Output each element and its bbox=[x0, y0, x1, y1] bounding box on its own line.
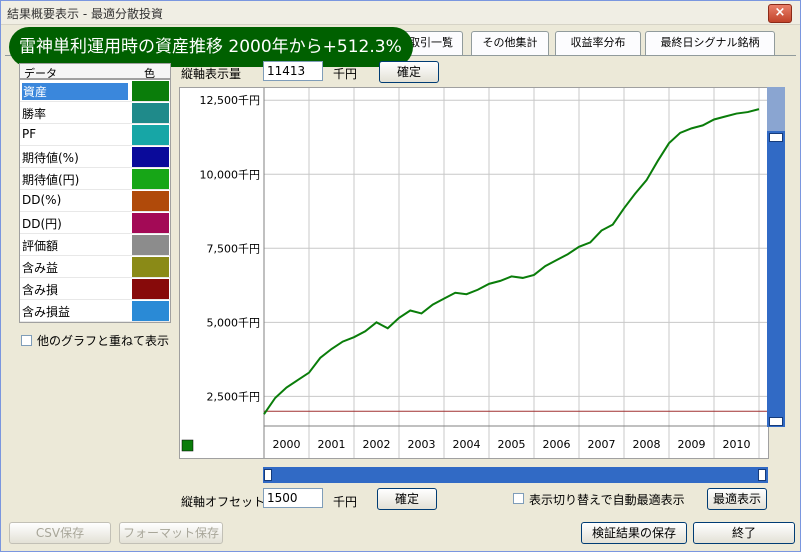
tab-return-distribution[interactable]: 収益率分布 bbox=[555, 31, 641, 55]
series-label: 含み損益 bbox=[22, 305, 71, 319]
offset-confirm-button[interactable]: 確定 bbox=[377, 488, 437, 510]
vertical-amount-label: 縦軸表示量 bbox=[181, 67, 242, 81]
overlay-label: 他のグラフと重ねて表示 bbox=[37, 334, 170, 348]
vertical-scroll-handle-top[interactable] bbox=[769, 133, 783, 142]
series-color-swatch[interactable] bbox=[132, 103, 169, 123]
x-tick-label: 2000 bbox=[273, 438, 301, 451]
x-tick-label: 2007 bbox=[588, 438, 616, 451]
y-tick-label: 2,500千円 bbox=[207, 390, 261, 403]
x-tick-label: 2009 bbox=[678, 438, 706, 451]
x-tick-label: 2008 bbox=[633, 438, 661, 451]
horizontal-scrollbar[interactable] bbox=[263, 467, 768, 483]
series-row[interactable]: 含み損 bbox=[20, 278, 170, 300]
window-title: 結果概要表示 - 最適分散投資 bbox=[7, 7, 163, 21]
vertical-scroll-handle-bottom[interactable] bbox=[769, 417, 783, 426]
series-row[interactable]: 含み益 bbox=[20, 256, 170, 278]
horizontal-scroll-handle-right[interactable] bbox=[758, 469, 766, 481]
asset-series-line bbox=[263, 108, 760, 415]
series-row[interactable]: 勝率 bbox=[20, 102, 170, 124]
exit-button[interactable]: 終了 bbox=[693, 522, 795, 544]
vertical-amount-input[interactable]: 11413 bbox=[263, 61, 323, 81]
series-label: 資産 bbox=[22, 83, 128, 100]
series-label: PF bbox=[22, 127, 37, 141]
offset-label: 縦軸オフセット bbox=[181, 495, 266, 509]
overlay-checkbox[interactable] bbox=[21, 335, 32, 346]
headline-banner: 雷神単利運用時の資産推移 2000年から+512.3% bbox=[9, 27, 413, 67]
asset-chart: 12,500千円 10,000千円 7,500千円 5,000千円 2,500千円 200… bbox=[179, 87, 769, 459]
series-color-swatch[interactable] bbox=[132, 169, 169, 189]
y-tick-label: 5,000千円 bbox=[207, 316, 261, 329]
chart-svg: 12,500千円 10,000千円 7,500千円 5,000千円 2,500千円 200… bbox=[181, 88, 768, 458]
vertical-amount-unit: 千円 bbox=[333, 67, 358, 81]
series-label: 含み損 bbox=[22, 283, 59, 297]
offset-input[interactable]: 1500 bbox=[263, 488, 323, 508]
series-list[interactable]: 資産勝率 PF 期待値(%) 期待値(円) DD(%) DD(円) 評価額含み益含み損含み損… bbox=[19, 79, 171, 323]
tab-other-summary[interactable]: その他集計 bbox=[471, 31, 549, 55]
x-tick-label: 2004 bbox=[453, 438, 481, 451]
series-row[interactable]: DD(%) bbox=[20, 190, 170, 212]
tab-last-day-signals[interactable]: 最終日シグナル銘柄 bbox=[645, 31, 775, 55]
series-color-swatch[interactable] bbox=[132, 147, 169, 167]
series-label: 勝率 bbox=[22, 107, 47, 121]
close-button[interactable]: × bbox=[768, 4, 792, 23]
vertical-amount-confirm-button[interactable]: 確定 bbox=[379, 61, 439, 83]
csv-save-button[interactable]: CSV保存 bbox=[9, 522, 111, 544]
autofit-button[interactable]: 最適表示 bbox=[707, 488, 767, 510]
series-row[interactable]: 含み損益 bbox=[20, 300, 170, 322]
series-color-swatch[interactable] bbox=[132, 81, 169, 101]
series-color-swatch[interactable] bbox=[132, 257, 169, 277]
series-color-swatch[interactable] bbox=[132, 301, 169, 321]
series-row[interactable]: 期待値(%) bbox=[20, 146, 170, 168]
autofit-label: 表示切り替えで自動最適表示 bbox=[529, 493, 685, 507]
column-header-data: データ bbox=[24, 67, 57, 80]
series-label: 期待値(円) bbox=[22, 173, 80, 187]
autofit-checkbox[interactable] bbox=[513, 493, 524, 504]
vertical-scrollbar[interactable] bbox=[767, 87, 785, 427]
y-tick-label: 7,500千円 bbox=[207, 242, 261, 255]
series-row[interactable]: DD(円) bbox=[20, 212, 170, 234]
y-tick-label: 12,500千円 bbox=[200, 94, 261, 107]
series-label: 期待値(%) bbox=[22, 151, 79, 165]
series-color-swatch[interactable] bbox=[132, 213, 169, 233]
column-header-color: 色 bbox=[144, 67, 155, 80]
series-row[interactable]: 評価額 bbox=[20, 234, 170, 256]
x-tick-label: 2001 bbox=[318, 438, 346, 451]
offset-unit: 千円 bbox=[333, 495, 358, 509]
format-save-button[interactable]: フォーマット保存 bbox=[119, 522, 223, 544]
series-color-swatch[interactable] bbox=[132, 125, 169, 145]
series-row[interactable]: 期待値(円) bbox=[20, 168, 170, 190]
title-bar: 結果概要表示 - 最適分散投資 × bbox=[1, 1, 800, 25]
series-row[interactable]: PF bbox=[20, 124, 170, 146]
series-row[interactable]: 資産 bbox=[20, 80, 170, 102]
vertical-scroll-upper bbox=[767, 87, 785, 131]
series-label: DD(%) bbox=[22, 193, 62, 207]
save-results-button[interactable]: 検証結果の保存 bbox=[581, 522, 687, 544]
x-tick-label: 2003 bbox=[408, 438, 436, 451]
series-label: 含み益 bbox=[22, 261, 59, 275]
series-color-swatch[interactable] bbox=[132, 191, 169, 211]
series-list-header: データ 色 bbox=[19, 63, 171, 80]
series-color-swatch[interactable] bbox=[132, 235, 169, 255]
x-tick-label: 2002 bbox=[363, 438, 391, 451]
x-tick-label: 2006 bbox=[543, 438, 571, 451]
series-label: DD(円) bbox=[22, 217, 62, 231]
x-tick-label: 2010 bbox=[723, 438, 751, 451]
series-color-swatch[interactable] bbox=[132, 279, 169, 299]
legend-swatch bbox=[181, 439, 194, 452]
x-tick-label: 2005 bbox=[498, 438, 526, 451]
series-label: 評価額 bbox=[22, 239, 59, 253]
horizontal-scroll-handle-left[interactable] bbox=[264, 469, 272, 481]
y-tick-label: 10,000千円 bbox=[200, 168, 261, 181]
